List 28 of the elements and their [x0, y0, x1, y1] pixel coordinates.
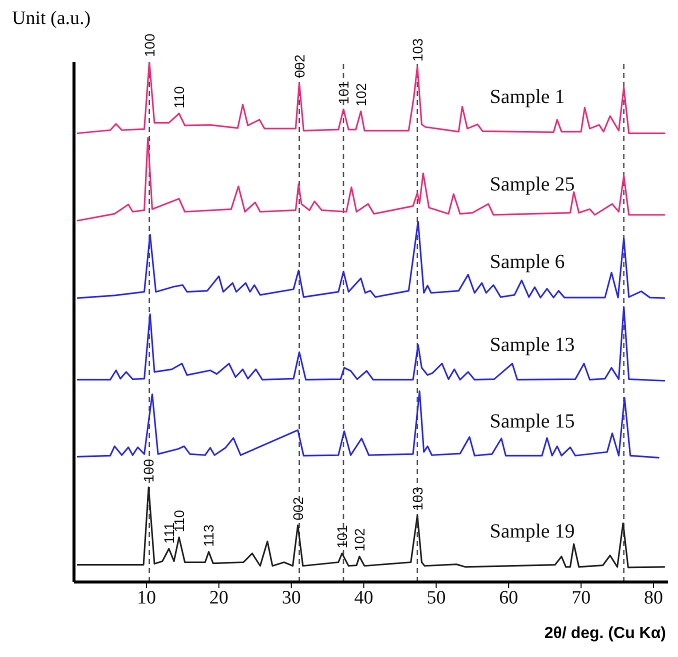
series-label: Sample 13	[490, 334, 575, 356]
series-label: Sample 6	[490, 251, 565, 274]
series-label: Sample 19	[490, 520, 575, 542]
annotation: 002	[290, 496, 306, 520]
annotation: 002	[291, 54, 308, 78]
x-tick-label: 20	[209, 587, 228, 608]
annotation: 102	[351, 528, 368, 552]
x-tick-label: 80	[644, 587, 664, 608]
annotation: 113	[200, 524, 217, 547]
series-label: Sample 15	[490, 410, 575, 433]
x-axis-title: 2θ/ deg. (Cu Kα)	[544, 625, 666, 642]
x-tick-label: 70	[572, 587, 591, 608]
x-tick-label: 30	[282, 587, 301, 608]
annotation: 102	[352, 82, 369, 106]
y-axis-title: Unit (a.u.)	[12, 8, 92, 31]
annotation: 100	[141, 33, 158, 57]
x-tick-label: 60	[499, 587, 518, 608]
annotation: 103	[409, 38, 426, 62]
annotation: 100	[140, 458, 157, 482]
x-tick-label: 10	[136, 587, 156, 608]
annotation: 101	[334, 524, 350, 548]
annotation: 103	[409, 486, 426, 510]
x-tick-label: 50	[426, 587, 446, 608]
x-tick-label: 40	[354, 587, 374, 608]
annotation: 110	[171, 86, 188, 108]
series-label: Sample 1	[490, 86, 565, 108]
annotation: 101	[335, 80, 352, 104]
series-label: Sample 25	[490, 174, 575, 196]
